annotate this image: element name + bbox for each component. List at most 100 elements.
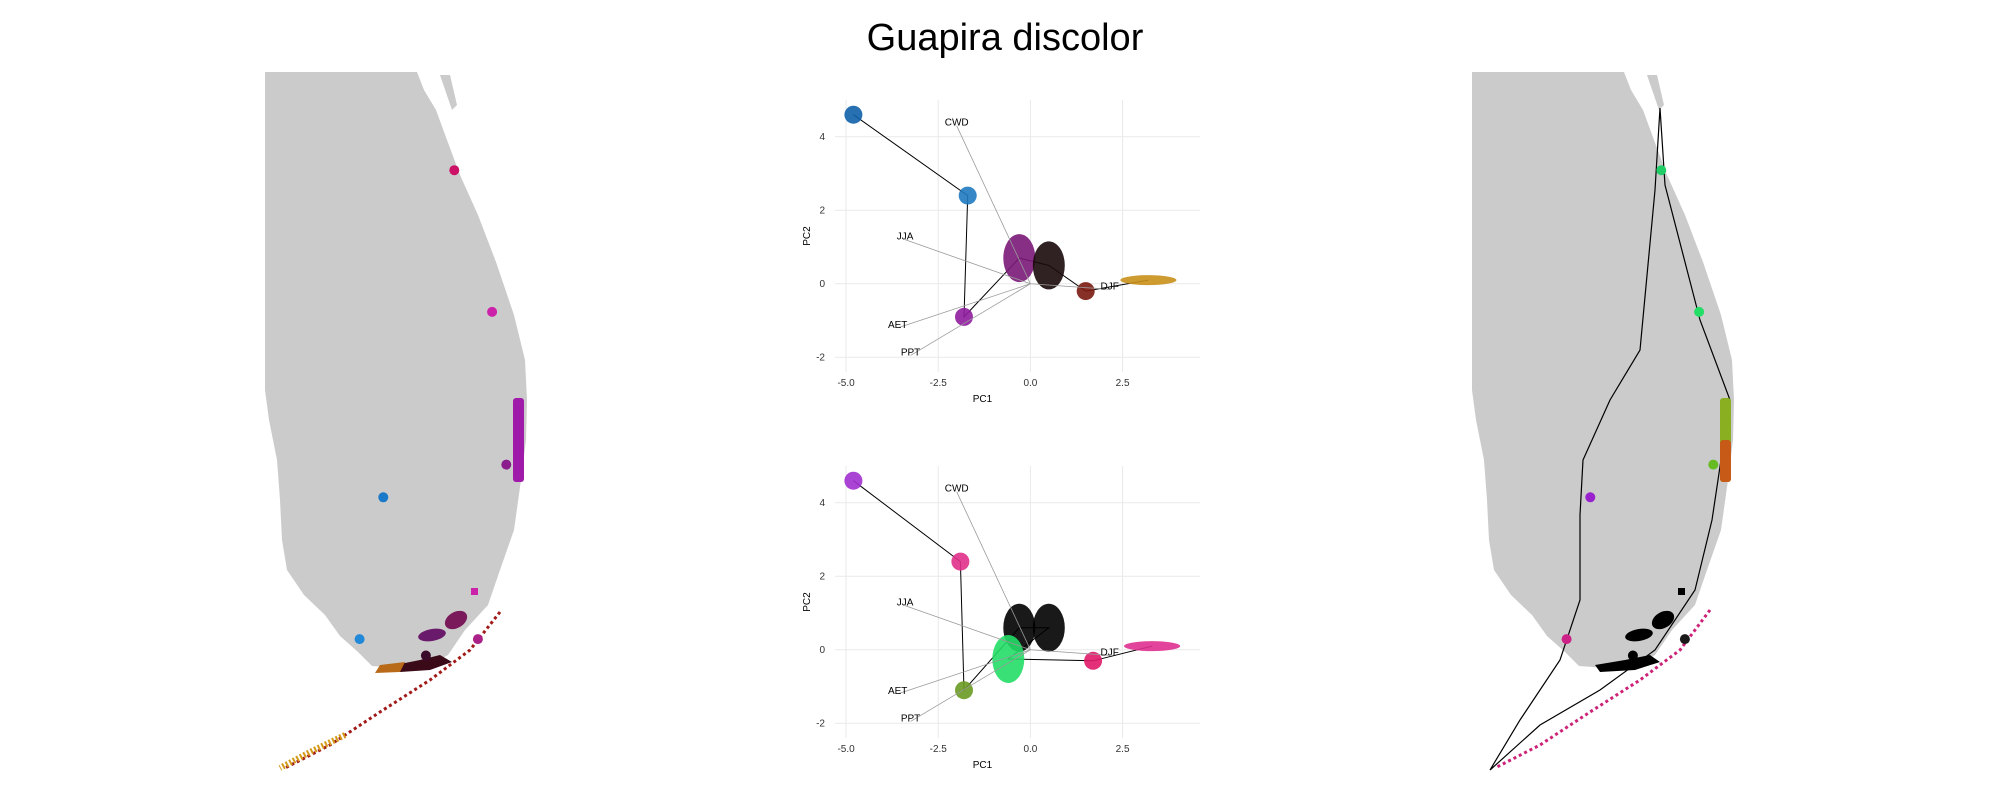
loading-line	[910, 283, 1031, 356]
loading-label: PPT	[901, 713, 920, 724]
keys-tail	[278, 732, 347, 771]
map-point	[487, 306, 498, 317]
x-tick-labels: -5.0 -2.5 0.0 2.5	[837, 378, 1130, 389]
map-point	[472, 634, 483, 645]
point-cluster	[1003, 234, 1036, 283]
point-cluster	[1084, 651, 1103, 670]
map-point	[1694, 306, 1705, 317]
map-point	[420, 650, 431, 661]
map-point	[1656, 165, 1667, 176]
map-point	[378, 492, 389, 503]
map-point	[1561, 634, 1572, 645]
y-tick-label: -2	[816, 352, 825, 363]
loading-label: AET	[888, 320, 907, 331]
florida-landmass	[265, 72, 527, 668]
coastal-band	[375, 662, 405, 673]
point-cluster	[955, 307, 973, 326]
florida-landmass	[1472, 72, 1734, 668]
scatter-clusters	[844, 105, 1177, 326]
y-tick-labels: -2 0 2 4	[816, 498, 825, 730]
keys-left	[278, 611, 502, 771]
y-axis-title: PC2	[802, 592, 813, 612]
left-map	[265, 72, 527, 771]
coastal-band	[395, 655, 452, 672]
loading-line	[904, 239, 1031, 285]
loading-label: CWD	[945, 118, 969, 129]
loading-label: PPT	[901, 347, 920, 358]
loading-line	[956, 125, 1031, 284]
cluster	[1625, 628, 1653, 642]
map-point	[1679, 634, 1690, 645]
point-cluster	[844, 105, 863, 124]
y-tick-label: 2	[819, 205, 825, 216]
point-cluster	[1032, 241, 1065, 290]
marker	[471, 588, 478, 595]
loading-line	[904, 605, 1031, 651]
x-axis-title: PC1	[973, 760, 993, 771]
loading-line	[897, 283, 1031, 329]
bottom-pca-plot: -5.0 -2.5 0.0 2.5 -2 0 2 4 PC1 PC2 CWD JJA DJF AE…	[802, 466, 1200, 771]
map-point	[1585, 492, 1596, 503]
loading-label: JJA	[897, 598, 914, 609]
y-tick-label: 0	[819, 645, 825, 656]
loading-line	[956, 491, 1031, 650]
loading-label: DJF	[1100, 647, 1118, 658]
loading-label: AET	[888, 686, 907, 697]
x-axis-title: PC1	[973, 394, 993, 405]
cluster	[1651, 610, 1675, 630]
keys-trail	[284, 611, 502, 770]
top-pca-plot: -5.0 -2.5 0.0 2.5 -2 0 2 4 PC1 PC2 CWD JJA DJF AE…	[802, 100, 1200, 405]
point-cluster	[1032, 603, 1065, 652]
barrier-island	[1647, 75, 1664, 110]
y-axis-title: PC2	[802, 226, 813, 246]
loading-arrows: CWD JJA DJF AET PPT	[888, 484, 1119, 725]
point-cluster	[844, 471, 863, 490]
y-tick-label: 0	[819, 279, 825, 290]
loading-line	[1030, 283, 1110, 290]
x-tick-label: -2.5	[930, 744, 948, 755]
grid	[835, 100, 1200, 372]
map-point	[1708, 459, 1719, 470]
x-tick-labels: -5.0 -2.5 0.0 2.5	[837, 744, 1130, 755]
map-point	[1627, 650, 1638, 661]
loading-label: CWD	[945, 484, 969, 495]
barrier-island	[440, 75, 457, 110]
point-cluster	[1124, 641, 1181, 652]
loading-arrows: CWD JJA DJF AET PPT	[888, 118, 1119, 359]
y-tick-label: 4	[819, 132, 825, 143]
loading-label: DJF	[1100, 281, 1118, 292]
loading-line	[1030, 649, 1110, 656]
point-cluster	[955, 681, 973, 700]
everglades-left	[375, 588, 478, 673]
loading-line	[897, 649, 1031, 695]
east-coast-band	[513, 398, 524, 482]
point-cluster	[992, 635, 1025, 683]
right-map	[1472, 72, 1734, 771]
point-cluster	[1120, 275, 1177, 286]
left-map-points	[354, 165, 512, 661]
y-tick-label: 4	[819, 498, 825, 509]
cluster	[418, 628, 446, 642]
x-tick-label: 2.5	[1116, 744, 1130, 755]
x-tick-label: -2.5	[930, 378, 948, 389]
loading-label: JJA	[897, 232, 914, 243]
point-cluster	[958, 186, 977, 205]
x-tick-label: -5.0	[837, 378, 855, 389]
x-tick-label: -5.0	[837, 744, 855, 755]
figure-title: Guapira discolor	[867, 17, 1144, 59]
loading-line	[910, 649, 1031, 722]
marker	[1678, 588, 1685, 595]
x-tick-label: 0.0	[1023, 744, 1037, 755]
east-coast-band-bottom	[1720, 440, 1731, 482]
everglades-right	[1595, 588, 1685, 672]
grid	[835, 466, 1200, 738]
y-tick-label: 2	[819, 571, 825, 582]
x-tick-label: 0.0	[1023, 378, 1037, 389]
map-point	[449, 165, 460, 176]
y-tick-label: -2	[816, 718, 825, 729]
map-point	[501, 459, 512, 470]
scatter-clusters	[844, 471, 1181, 700]
y-tick-labels: -2 0 2 4	[816, 132, 825, 364]
point-cluster	[1076, 282, 1095, 301]
